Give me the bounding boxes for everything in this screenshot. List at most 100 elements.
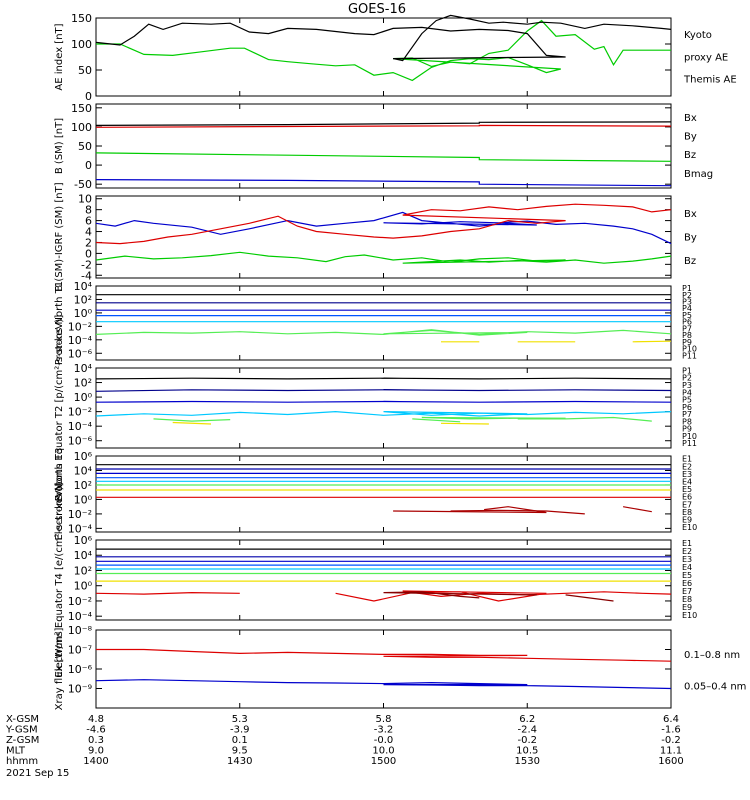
series-line-p1	[95, 377, 672, 380]
y-axis-label: Xray flux [W/m²]	[54, 628, 65, 711]
legend-label: P5	[682, 311, 692, 320]
series-line-kyoto-proxy-ae	[96, 19, 671, 82]
x-axis-value: -0.0	[374, 735, 394, 746]
y-tick-label: 10²	[74, 293, 92, 306]
x-axis-value: 6.4	[663, 714, 679, 725]
x-axis-value: 5.8	[376, 714, 392, 725]
y-tick-label: 10⁶	[74, 450, 93, 463]
series-line-bz	[95, 124, 672, 128]
legend-label: E3	[682, 470, 692, 479]
legend-label: E9	[682, 603, 692, 612]
x-axis-value: -3.9	[230, 725, 250, 736]
series-line-bz	[95, 203, 672, 245]
legend-label: Bx	[684, 113, 697, 124]
y-tick-label: 10⁴	[74, 280, 93, 293]
series-line-0-1-0-8-nm	[96, 648, 672, 662]
legend-label: E4	[682, 563, 692, 572]
y-tick-label: 2	[85, 236, 92, 249]
y-axis-label: B (SM)-IGRF (SM) [nT]	[54, 182, 65, 291]
legend-label: P9	[682, 425, 692, 434]
panel-2: 150 100 50 0 -50 B (SM) [nT] Bx By Bz Bmag	[54, 102, 713, 191]
y-tick-label: 10⁻⁴	[68, 610, 93, 623]
legend-label: P6	[682, 318, 692, 327]
legend-label: P3	[682, 381, 692, 390]
legend-label: Themis AE	[683, 75, 737, 86]
y-tick-label: 10⁴	[74, 549, 93, 562]
x-axis-value: 9.0	[88, 746, 104, 757]
y-axis-label: Electrons North T3	[54, 447, 65, 540]
y-tick-label: 100	[71, 121, 92, 134]
panel-frame	[95, 103, 672, 189]
y-tick-label: 0	[85, 159, 92, 172]
series-line-bmag	[95, 121, 672, 126]
legend-label: E6	[682, 493, 692, 502]
legend-label: proxy AE	[684, 52, 728, 63]
legend-label: P5	[682, 396, 692, 405]
legend-label: P2	[682, 291, 692, 300]
chart-title: GOES-16	[348, 2, 406, 17]
x-axis-value: -0.2	[517, 735, 537, 746]
y-tick-label: 10²	[74, 479, 92, 492]
y-tick-label: 50	[78, 64, 92, 77]
y-tick-label: -50	[74, 178, 92, 191]
legend-label: E7	[682, 587, 692, 596]
x-axis-row-label: X-GSM	[6, 714, 39, 725]
legend-label: P4	[682, 388, 692, 397]
panel-frame	[95, 539, 672, 621]
x-axis-value: 1600	[658, 756, 683, 767]
x-axis-value: 5.3	[232, 714, 248, 725]
y-axis-label: B (SM) [nT]	[54, 118, 65, 174]
legend-label: E7	[682, 500, 692, 509]
y-tick-label: 0	[85, 90, 92, 103]
y-tick-label: 0	[85, 247, 92, 260]
legend-label: P3	[682, 298, 692, 307]
series-line-p6	[172, 421, 212, 425]
legend-label: P10	[682, 345, 697, 354]
x-axis-value: 10.0	[372, 746, 394, 757]
y-tick-label: 150	[71, 12, 92, 25]
legend-label: E3	[682, 555, 692, 564]
series-line-by	[95, 251, 672, 264]
x-axis-value: 11.1	[660, 746, 682, 757]
series-line-e11	[622, 506, 652, 513]
x-axis-value: 0.3	[88, 735, 104, 746]
y-tick-label: 10⁻⁸	[68, 624, 93, 637]
y-tick-label: 10⁰	[74, 307, 93, 320]
legend-label: P9	[682, 338, 692, 347]
y-tick-label: 10²	[74, 377, 92, 390]
y-tick-label: 10⁻²	[68, 320, 92, 333]
series-line-bx	[95, 211, 672, 245]
x-axis-value: -2.4	[517, 725, 537, 736]
series-line-p5	[153, 418, 231, 422]
panel-frame	[95, 455, 672, 533]
legend-label: P11	[682, 439, 697, 448]
legend-label: P6	[682, 403, 692, 412]
panel-frame	[95, 17, 672, 97]
legend-label: E8	[682, 595, 692, 604]
y-tick-label: 4	[85, 226, 92, 239]
legend-label: 0.1–0.8 nm	[684, 650, 740, 661]
legend-label: E1	[682, 539, 692, 548]
legend-label: E2	[682, 547, 692, 556]
y-tick-label: 10⁰	[74, 580, 93, 593]
y-tick-label: 10⁻⁴	[68, 334, 93, 347]
x-axis-value: -4.6	[86, 725, 106, 736]
legend-label: P8	[682, 331, 692, 340]
legend-label: E10	[682, 523, 697, 532]
y-axis-label: Protons North T1	[54, 281, 65, 365]
y-tick-label: 10⁻⁴	[68, 420, 93, 433]
y-tick-label: 10	[78, 193, 92, 206]
series-line-p2	[95, 389, 672, 392]
legend-label: E8	[682, 508, 692, 517]
legend-label: E2	[682, 462, 692, 471]
series-line-p9	[421, 416, 652, 422]
panel-frame	[95, 285, 672, 361]
y-tick-label: 50	[78, 140, 92, 153]
series-line-e8	[95, 591, 240, 595]
panel-frame	[95, 629, 672, 709]
legend-label: P1	[682, 366, 692, 375]
